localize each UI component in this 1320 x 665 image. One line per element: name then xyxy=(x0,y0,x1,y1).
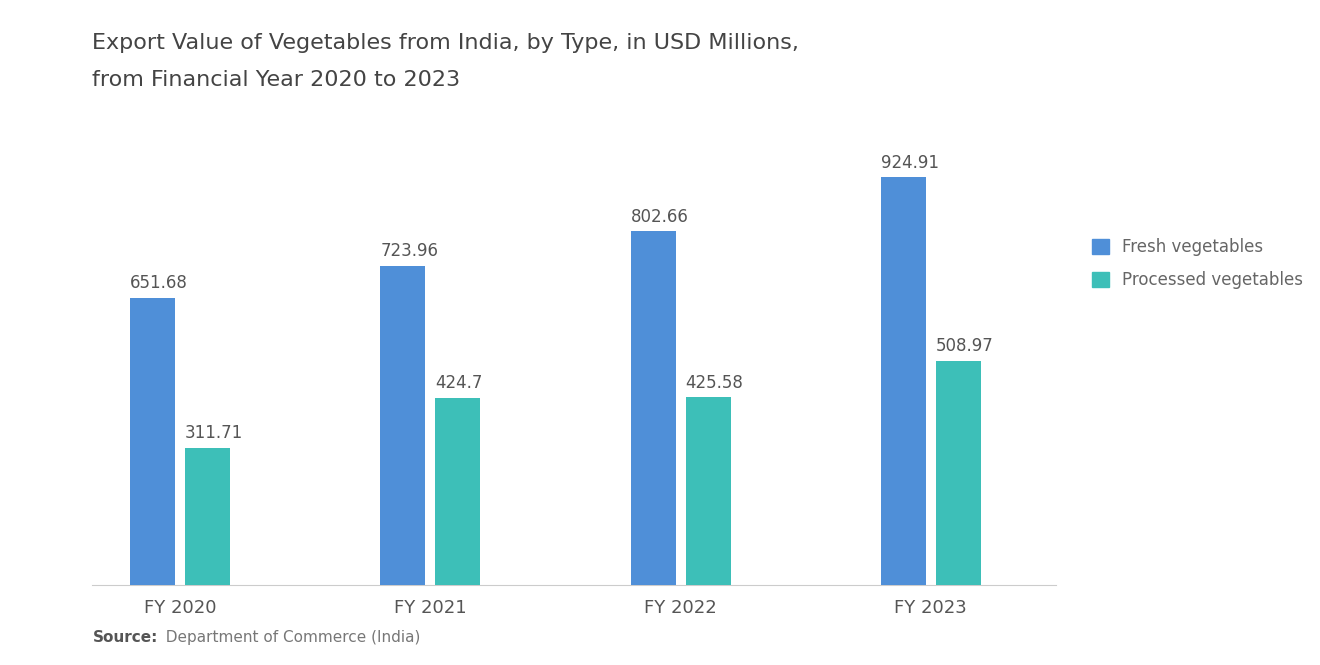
Bar xyxy=(185,448,230,585)
Text: 924.91: 924.91 xyxy=(880,154,939,172)
Text: 425.58: 425.58 xyxy=(685,374,743,392)
Text: 311.71: 311.71 xyxy=(185,424,243,442)
Bar xyxy=(685,398,731,585)
Bar xyxy=(631,231,676,585)
Text: Export Value of Vegetables from India, by Type, in USD Millions,: Export Value of Vegetables from India, b… xyxy=(92,33,800,53)
Bar xyxy=(436,398,480,585)
Bar xyxy=(380,266,425,585)
Text: 723.96: 723.96 xyxy=(380,243,438,261)
Bar xyxy=(880,177,925,585)
Bar xyxy=(936,360,981,585)
Text: from Financial Year 2020 to 2023: from Financial Year 2020 to 2023 xyxy=(92,70,461,90)
Text: 802.66: 802.66 xyxy=(631,207,689,225)
Legend: Fresh vegetables, Processed vegetables: Fresh vegetables, Processed vegetables xyxy=(1084,229,1311,297)
Text: 508.97: 508.97 xyxy=(936,337,994,355)
Text: Source:: Source: xyxy=(92,630,158,645)
Bar xyxy=(129,298,176,585)
Text: 651.68: 651.68 xyxy=(129,274,187,293)
Text: 424.7: 424.7 xyxy=(436,374,483,392)
Text: Department of Commerce (India): Department of Commerce (India) xyxy=(156,630,420,645)
